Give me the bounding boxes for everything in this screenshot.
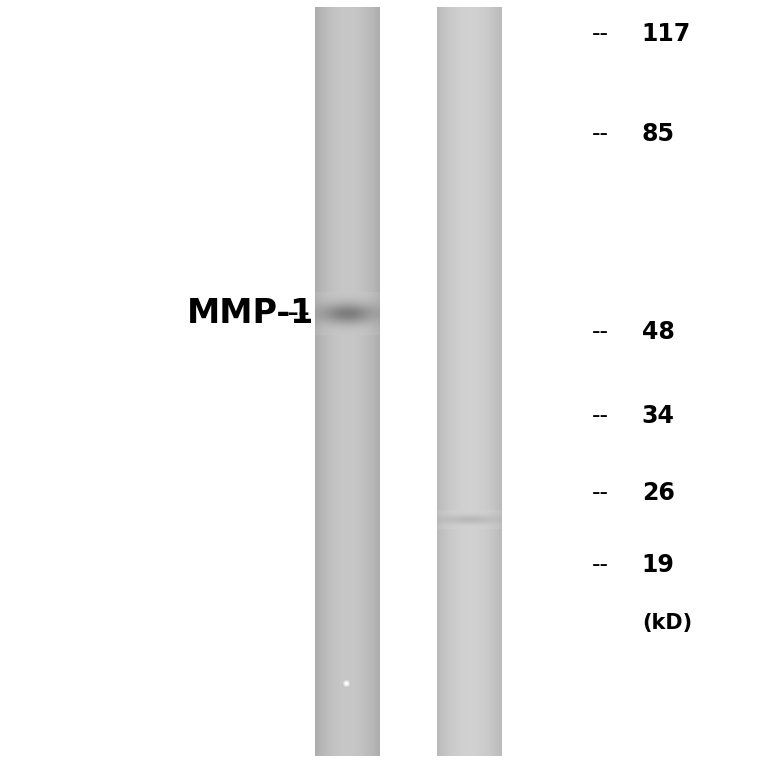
Text: --: -- [592, 22, 609, 47]
Text: --: -- [592, 553, 609, 578]
Text: 19: 19 [642, 553, 675, 578]
Text: --: -- [592, 121, 609, 146]
Text: --: -- [286, 296, 310, 330]
Text: --: -- [592, 404, 609, 429]
Text: 85: 85 [642, 121, 675, 146]
Text: 34: 34 [642, 404, 675, 429]
Text: --: -- [592, 320, 609, 345]
Text: 117: 117 [642, 22, 691, 47]
Text: --: -- [592, 481, 609, 505]
Text: 26: 26 [642, 481, 675, 505]
Text: (kD): (kD) [642, 613, 692, 633]
Text: MMP-1: MMP-1 [187, 296, 315, 330]
Text: 48: 48 [642, 320, 675, 345]
